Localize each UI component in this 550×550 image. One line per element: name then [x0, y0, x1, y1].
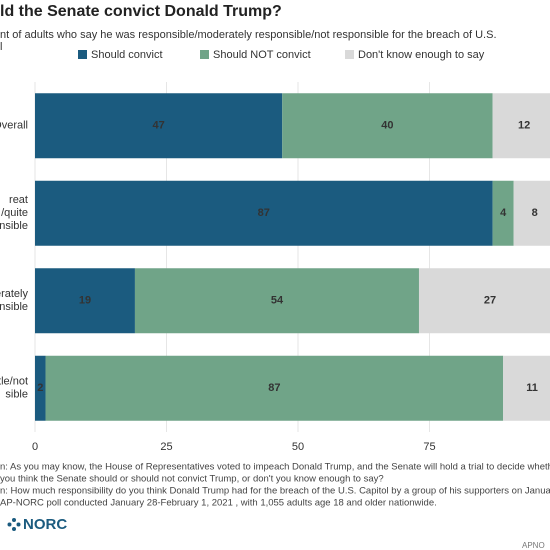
y-tick-label: /quite: [1, 207, 28, 219]
bar-segment: [503, 355, 550, 421]
logo-icon: [7, 518, 21, 531]
bar-segment: [35, 93, 283, 159]
bar-segment: [513, 180, 550, 246]
value-label: 47: [152, 120, 164, 132]
legend-label: Should NOT convict: [213, 49, 311, 61]
y-tick-label: Overall: [0, 120, 28, 132]
note: n: As you may know, the House of Represe…: [0, 462, 550, 473]
subtitle: l: [0, 41, 2, 53]
value-label: 8: [532, 207, 538, 219]
bar-segment: [418, 268, 550, 334]
logo: NORC: [23, 516, 67, 533]
value-label: 4: [500, 207, 507, 219]
value-label: 87: [268, 382, 280, 394]
legend-swatch: [200, 50, 209, 59]
value-label: 40: [381, 120, 393, 132]
value-label: 2: [37, 382, 43, 394]
x-tick-label: 0: [32, 441, 38, 453]
bar-segment: [35, 355, 46, 421]
y-tick-label: sible: [5, 389, 28, 401]
y-tick-label: onsible: [0, 301, 28, 313]
x-tick-label: 50: [292, 441, 304, 453]
bar-segment: [492, 180, 514, 246]
bar-segment: [134, 268, 419, 334]
note: n: How much responsibility do you think …: [0, 486, 550, 497]
y-tick-label: tle/not: [0, 376, 28, 388]
value-label: 27: [484, 295, 496, 307]
y-tick-label: derately: [0, 288, 28, 300]
value-label: 54: [271, 295, 284, 307]
note: AP-NORC poll conducted January 28-Februa…: [0, 498, 437, 509]
legend-swatch: [78, 50, 87, 59]
legend-label: Should convict: [91, 49, 163, 61]
bar-segment: [45, 355, 504, 421]
legend-label: Don't know enough to say: [358, 49, 485, 61]
value-label: 87: [258, 207, 270, 219]
chart-title: ld the Senate convict Donald Trump?: [0, 3, 282, 20]
note: you think the Senate should or should no…: [0, 474, 384, 485]
x-tick-label: 25: [160, 441, 172, 453]
bar-segment: [282, 93, 493, 159]
value-label: 12: [518, 120, 530, 132]
bar-segment: [35, 268, 135, 334]
value-label: 19: [79, 295, 91, 307]
bar-segment: [492, 93, 550, 159]
legend-swatch: [345, 50, 354, 59]
bar-segment: [35, 180, 493, 246]
x-tick-label: 75: [423, 441, 435, 453]
y-tick-label: nsible: [0, 220, 28, 232]
y-tick-label: reat: [9, 194, 28, 206]
value-label: 11: [526, 382, 538, 394]
credit: APNO: [522, 541, 545, 550]
subtitle: nt of adults who say he was responsible/…: [0, 29, 497, 41]
